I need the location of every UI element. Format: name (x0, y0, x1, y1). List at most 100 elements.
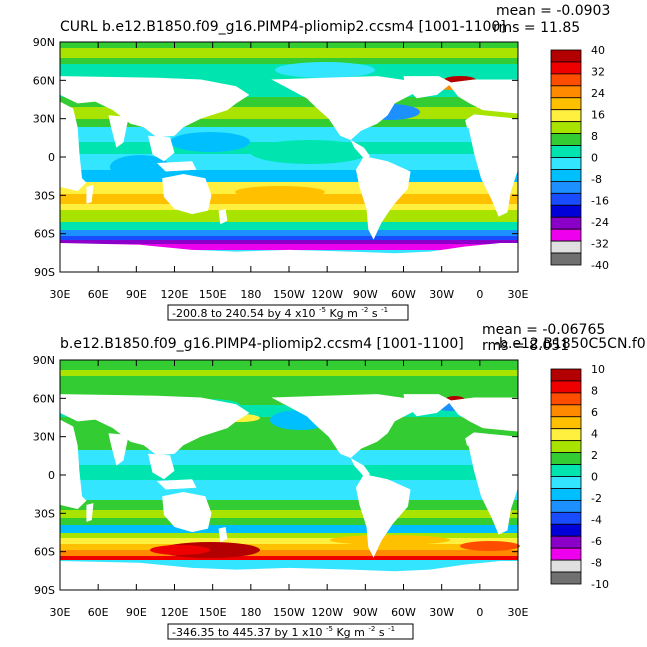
x-tick-label: 150E (199, 606, 227, 619)
panel-1-x-axis: 30E 60E 90E 120E 150E 180 150W 120W 90W 60W 30W 0 30… (50, 42, 529, 301)
panel-2-ref-title: -b.e12.B1850C5CN.f0 (494, 336, 646, 352)
colorbar-swatch (550, 499, 582, 513)
colorbar-label: 16 (591, 109, 605, 122)
colorbar-swatch (550, 61, 582, 75)
colorbar-swatch (550, 228, 582, 242)
colorbar-swatch (550, 73, 582, 87)
colorbar-label: 10 (591, 363, 605, 376)
colorbar-swatch (550, 49, 582, 63)
colorbar-label: -2 (591, 492, 602, 505)
colorbar-swatch (550, 169, 582, 182)
x-tick-label: 90E (126, 606, 147, 619)
y-tick-label: 0 (48, 469, 55, 482)
x-tick-label: 30E (508, 288, 529, 301)
x-tick-label: 120W (311, 288, 343, 301)
y-tick-label: 30N (33, 431, 55, 444)
colorbar-swatch (550, 380, 582, 394)
colorbar-swatch (550, 204, 582, 218)
colorbar-swatch (550, 97, 582, 111)
svg-text:-346.35 to 445.37 by 1 x10: -346.35 to 445.37 by 1 x10 -5 Kg m -2 s … (172, 621, 395, 639)
colorbar-swatch (550, 180, 582, 194)
x-tick-label: 180 (240, 606, 261, 619)
colorbar-label: 32 (591, 66, 605, 79)
colorbar-swatch (550, 452, 582, 465)
x-tick-label: 60E (88, 606, 109, 619)
y-tick-label: 30S (34, 189, 55, 202)
panel-2-colorbar: 10 8 6 4 2 0 -2 -4 -6 -8 -10 (550, 363, 609, 591)
x-tick-label: 90E (126, 288, 147, 301)
x-tick-label: 120E (161, 606, 189, 619)
panel-2-range-units-s: s (379, 626, 385, 639)
panel-1-y-axis: 90N 60N 30N 0 30S 60S 90S (33, 36, 518, 279)
colorbar-label: 2 (591, 449, 598, 462)
x-tick-label: 180 (240, 288, 261, 301)
colorbar-swatch (550, 157, 582, 170)
colorbar-swatch (550, 109, 582, 123)
panel-1-title: CURL b.e12.B1850.f09_g16.PIMP4-pliomip2.… (60, 19, 506, 35)
colorbar-swatch (550, 428, 582, 442)
panel-2-range-exp: -5 (326, 625, 333, 633)
colorbar-label: -6 (591, 535, 602, 548)
panel-2-rms: rms = 8.051 (482, 338, 569, 354)
panel-1-field (60, 42, 518, 272)
colorbar-swatch (550, 571, 582, 585)
colorbar-swatch (550, 464, 582, 477)
panel-1-mean: mean = -0.0903 (496, 3, 610, 19)
colorbar-label: 8 (591, 130, 598, 143)
colorbar-swatch (550, 440, 582, 454)
panel-2-range-text: -346.35 to 445.37 by 1 x10 (172, 626, 322, 639)
y-tick-label: 30N (33, 113, 55, 126)
y-tick-label: 90N (33, 354, 55, 367)
colorbar-label: 24 (591, 87, 605, 100)
colorbar-label: -40 (591, 259, 609, 272)
y-tick-label: 60S (34, 228, 55, 241)
colorbar-swatch (550, 523, 582, 537)
panel-2-field (60, 360, 520, 590)
colorbar-swatch (550, 476, 582, 489)
colorbar-swatch (550, 392, 582, 406)
colorbar-swatch (550, 133, 582, 146)
panel-1-range-units: Kg m (329, 307, 357, 320)
panel-1-colorbar: 40 32 24 16 8 0 -8 -16 -24 -32 -40 (550, 44, 609, 272)
panel-1-range-text: -200.8 to 240.54 by 4 x10 (172, 307, 315, 320)
colorbar-swatch (550, 145, 582, 158)
colorbar-label: -8 (591, 557, 602, 570)
colorbar-label: 4 (591, 428, 598, 441)
colorbar-swatch (550, 559, 582, 573)
colorbar-label: 0 (591, 152, 598, 165)
panel-2-title: b.e12.B1850.f09_g16.PIMP4-pliomip2.ccsm4… (60, 336, 464, 352)
colorbar-swatch (550, 511, 582, 525)
y-tick-label: 60S (34, 546, 55, 559)
panel-2-mean: mean = -0.06765 (482, 322, 605, 338)
colorbar-swatch (550, 404, 582, 418)
panel-1-range-units-s: s (372, 307, 378, 320)
panel-1-range-exp: -5 (319, 306, 326, 314)
colorbar-label: -24 (591, 216, 609, 229)
panel-2-x-axis: 30E 60E 90E 120E 150E 180 150W 120W 90W 60W 30W 0 30… (50, 360, 529, 619)
x-tick-label: 30E (50, 606, 71, 619)
x-tick-label: 0 (476, 288, 483, 301)
y-tick-label: 90S (34, 584, 55, 597)
colorbar-label: 40 (591, 44, 605, 57)
colorbar-swatch (550, 216, 582, 230)
y-tick-label: 60N (33, 392, 55, 405)
panel-1-rms: rms = 11.85 (493, 20, 580, 36)
colorbar-swatch (550, 416, 582, 430)
colorbar-label: 6 (591, 406, 598, 419)
colorbar-label: -16 (591, 195, 609, 208)
colorbar-swatch (550, 192, 582, 206)
colorbar-swatch (550, 488, 582, 501)
colorbar-swatch (550, 85, 582, 99)
x-tick-label: 60E (88, 288, 109, 301)
x-tick-label: 60W (391, 606, 416, 619)
colorbar-label: 8 (591, 385, 598, 398)
colorbar-swatch (550, 121, 582, 135)
panel-1-range-box: -200.8 to 240.54 by 4 x10 -5 Kg m -2 s -… (167, 304, 409, 321)
x-tick-label: 30W (429, 606, 454, 619)
x-tick-label: 30E (50, 288, 71, 301)
colorbar-swatch (550, 252, 582, 266)
x-tick-label: 120W (311, 606, 343, 619)
y-tick-label: 90S (34, 266, 55, 279)
panel-2-range-box: -346.35 to 445.37 by 1 x10 -5 Kg m -2 s … (167, 621, 414, 640)
